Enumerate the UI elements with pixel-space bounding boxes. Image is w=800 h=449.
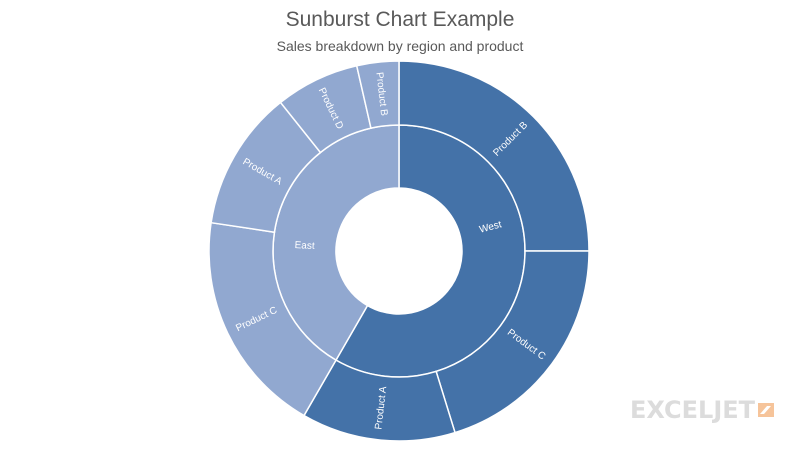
sunburst-segment-west-product-a-label: Product A xyxy=(373,386,389,431)
chart-subtitle: Sales breakdown by region and product xyxy=(276,38,524,54)
sunburst-segment-east-product-b xyxy=(355,60,400,130)
exceljet-logo: EXCELJET xyxy=(630,396,775,424)
sunburst-segment-west-label: West xyxy=(478,219,503,235)
sunburst-segment-east-label: East xyxy=(294,240,315,252)
chart-title: Sunburst Chart Example xyxy=(285,8,515,31)
logo-mark-icon xyxy=(758,403,775,417)
sunburst-segment-east-product-b-label: Product B xyxy=(373,72,389,117)
logo-text: EXCELJET xyxy=(630,396,756,424)
